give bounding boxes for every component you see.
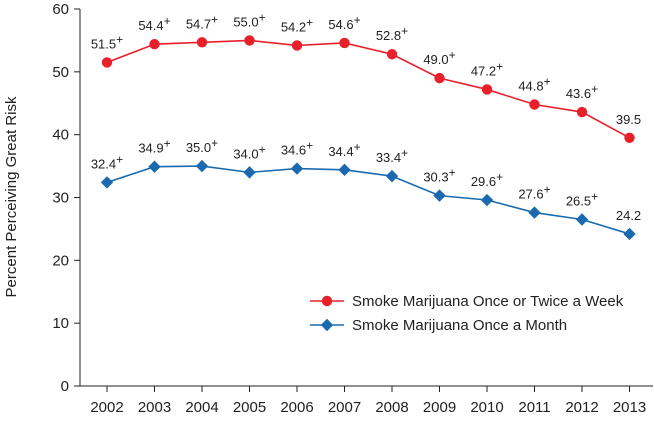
x-tick-label: 2005 bbox=[233, 399, 266, 416]
series-line bbox=[106, 39, 630, 139]
data-label: 33.4+ bbox=[376, 146, 408, 165]
data-labels: 51.5+ 54.4+ 54.7+ 55.0+ 54.2+ 54.6+ 52.8+ 49.0+… bbox=[91, 10, 641, 223]
data-label: 34.9+ bbox=[138, 137, 170, 156]
data-label: 26.5+ bbox=[566, 189, 598, 208]
data-label: 34.0+ bbox=[233, 142, 265, 161]
x-tick-label: 2013 bbox=[613, 399, 646, 416]
axes: 0 10 20 30 40 50 60 2002 2003 2004 2005 2006 2007 200… bbox=[52, 1, 653, 416]
diamond-point bbox=[528, 206, 541, 219]
x-tick-label: 2003 bbox=[138, 399, 171, 416]
x-tick-label: 2002 bbox=[90, 399, 123, 416]
data-label: 32.4+ bbox=[91, 152, 123, 171]
x-tick-label: 2006 bbox=[280, 399, 313, 416]
diamond-point bbox=[195, 159, 209, 173]
data-label: 49.0+ bbox=[423, 48, 455, 67]
x-tick-label: 2010 bbox=[470, 399, 503, 416]
series-layer bbox=[100, 35, 636, 241]
data-label: 24.2 bbox=[616, 208, 641, 223]
x-tick-label: 2012 bbox=[565, 399, 598, 416]
diamond-point bbox=[243, 166, 256, 179]
diamond-point bbox=[623, 227, 636, 241]
legend: Smoke Marijuana Once or Twice a Week Smok… bbox=[310, 293, 624, 334]
circle-point bbox=[149, 38, 160, 50]
diamond-point bbox=[385, 169, 399, 183]
circle-point bbox=[481, 84, 493, 95]
data-label: 54.2+ bbox=[281, 15, 313, 34]
data-label: 35.0+ bbox=[186, 136, 218, 155]
data-label: 51.5+ bbox=[91, 32, 123, 51]
data-label: 44.8+ bbox=[518, 75, 550, 94]
legend-item-2: Smoke Marijuana Once a Month bbox=[310, 317, 567, 334]
x-tick-label: 2007 bbox=[328, 399, 361, 416]
data-label: 52.8+ bbox=[376, 24, 408, 43]
data-label: 30.3+ bbox=[423, 166, 455, 185]
diamond-point bbox=[480, 193, 494, 207]
diamond-point bbox=[338, 163, 351, 177]
circle-point bbox=[624, 132, 635, 144]
series-2 bbox=[100, 159, 636, 241]
y-tick-label: 0 bbox=[61, 378, 69, 395]
circle-point bbox=[196, 37, 208, 48]
diamond-point bbox=[148, 160, 161, 173]
circle-point bbox=[244, 35, 255, 46]
diamond-point bbox=[433, 189, 446, 202]
circle-point bbox=[101, 57, 113, 68]
diamond-point bbox=[100, 176, 114, 189]
x-tick-label: 2004 bbox=[185, 399, 218, 416]
data-label: 39.5 bbox=[616, 112, 641, 127]
diamond-point bbox=[575, 213, 589, 226]
series-line bbox=[106, 165, 630, 235]
x-tick-label: 2009 bbox=[423, 399, 456, 416]
data-label: 54.4+ bbox=[138, 14, 170, 33]
x-tick-label: 2008 bbox=[375, 399, 408, 416]
y-axis-title: Percent Perceiving Great Risk bbox=[3, 96, 20, 297]
data-label: 34.4+ bbox=[328, 140, 360, 159]
y-tick-label: 30 bbox=[52, 190, 69, 207]
x-tick-label: 2011 bbox=[518, 399, 550, 416]
data-label: 27.6+ bbox=[518, 183, 550, 202]
data-label: 43.6+ bbox=[566, 82, 598, 101]
y-tick-label: 10 bbox=[52, 315, 69, 332]
circle-point bbox=[291, 40, 303, 51]
circle-point bbox=[339, 37, 350, 49]
series-1 bbox=[101, 35, 635, 144]
data-label: 54.7+ bbox=[186, 12, 218, 31]
circle-point bbox=[529, 99, 540, 110]
circle-point bbox=[434, 72, 445, 84]
y-tick-label: 40 bbox=[52, 127, 69, 144]
circle-point bbox=[576, 106, 588, 118]
data-label: 29.6+ bbox=[471, 170, 503, 189]
legend-circle-marker bbox=[321, 295, 333, 307]
circle-point bbox=[386, 49, 398, 60]
legend-label: Smoke Marijuana Once or Twice a Week bbox=[352, 293, 624, 310]
legend-label: Smoke Marijuana Once a Month bbox=[352, 317, 567, 334]
diamond-point bbox=[290, 162, 304, 175]
y-tick-label: 60 bbox=[52, 1, 69, 18]
data-label: 55.0+ bbox=[233, 10, 265, 29]
y-tick-label: 50 bbox=[52, 64, 69, 81]
data-label: 54.6+ bbox=[328, 13, 360, 32]
y-tick-label: 20 bbox=[52, 252, 69, 269]
data-label: 47.2+ bbox=[471, 59, 503, 78]
legend-diamond-marker bbox=[320, 318, 334, 332]
data-label: 34.6+ bbox=[281, 139, 313, 158]
legend-item-1: Smoke Marijuana Once or Twice a Week bbox=[310, 293, 624, 310]
